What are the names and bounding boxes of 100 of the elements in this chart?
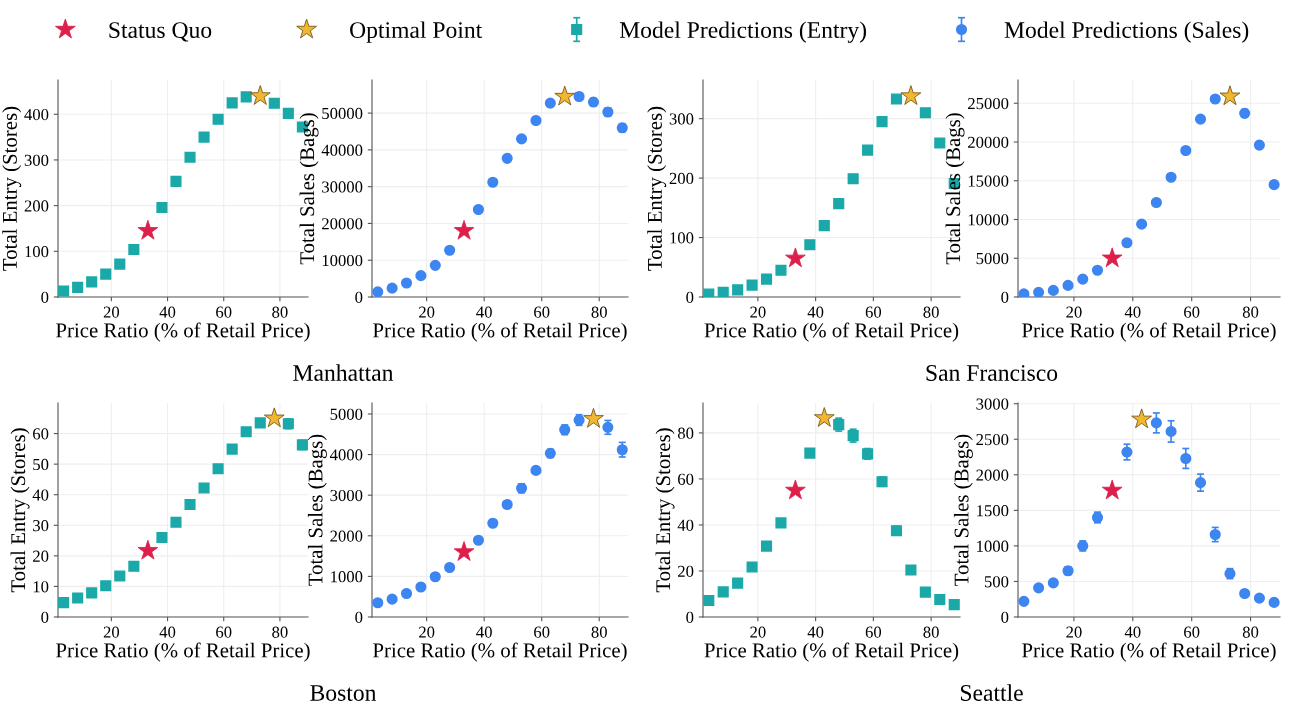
x-tick-label: 20	[1066, 306, 1082, 318]
y-tick-label: 10	[33, 581, 49, 593]
point	[170, 175, 182, 187]
y-tick-label: 60	[33, 428, 49, 440]
y-tick-label: 0	[41, 611, 49, 623]
y-tick-label: 1000	[977, 540, 1009, 552]
y-tick-label: 0	[686, 291, 694, 303]
point	[254, 417, 266, 429]
x-tick-label: 40	[807, 306, 824, 318]
legend-label: Model Predictions (Sales)	[1004, 21, 1249, 43]
x-tick-label: 80	[272, 306, 288, 318]
point	[72, 592, 84, 604]
point	[1180, 144, 1192, 157]
point	[703, 594, 715, 606]
point	[1018, 288, 1030, 297]
x-tick-label: 40	[476, 306, 492, 318]
x-tick-label: 60	[534, 626, 550, 638]
legend-label: Status Quo	[109, 22, 212, 42]
point	[212, 113, 224, 125]
point	[1194, 113, 1207, 125]
point	[516, 133, 528, 145]
point	[198, 482, 210, 494]
point	[58, 597, 70, 609]
point	[226, 443, 238, 455]
y-tick-label: 20	[678, 565, 694, 577]
x-tick-label: 40	[476, 626, 492, 638]
x-tick-label: 40	[159, 306, 176, 318]
point	[833, 198, 845, 210]
point	[72, 281, 84, 293]
y-tick-label: 100	[25, 246, 49, 258]
y-tick-label: 300	[24, 154, 49, 166]
point	[386, 282, 398, 294]
text: Boston	[310, 685, 377, 701]
point	[240, 91, 252, 103]
x-axis-title: Price Ratio (% of Retail Price)	[56, 642, 310, 662]
point	[444, 561, 456, 574]
point	[717, 586, 729, 598]
y-tick-label: 300	[669, 113, 694, 125]
point	[415, 581, 427, 593]
point	[487, 517, 499, 529]
point	[746, 279, 758, 291]
y-tick-label: 0	[1001, 611, 1009, 623]
point	[890, 93, 903, 105]
point	[170, 516, 182, 528]
x-tick-label: 40	[807, 626, 824, 638]
x-axis-title: Price Ratio (% of Retail Price)	[704, 322, 959, 342]
x-tick-label: 80	[1242, 626, 1259, 638]
x-tick-label: 20	[103, 626, 120, 638]
x-tick-label: 20	[750, 626, 766, 638]
y-tick-label: 0	[686, 611, 694, 623]
point	[919, 586, 931, 598]
y-axis-title: Total Entry (Stores)	[655, 428, 675, 593]
point	[746, 561, 758, 573]
y-tick-label: 20000	[968, 136, 1009, 148]
point	[732, 577, 744, 589]
y-tick-label: 10000	[968, 214, 1009, 226]
y-tick-label: 30000	[322, 181, 363, 193]
y-tick-label: 20000	[322, 218, 363, 230]
y-tick-label: 0	[355, 291, 363, 303]
x-tick-label: 80	[923, 306, 939, 318]
y-axis-title: Total Entry (Stores)	[10, 428, 30, 593]
point	[934, 137, 946, 149]
y-axis-title: Total Sales (Bags)	[307, 434, 327, 586]
x-tick-label: 80	[923, 626, 939, 638]
x-tick-label: 60	[216, 306, 232, 318]
point	[472, 534, 484, 546]
y-tick-label: 0	[1001, 291, 1009, 303]
x-axis-title: Price Ratio (% of Retail Price)	[373, 642, 627, 662]
point	[804, 239, 816, 251]
x-tick-label: 60	[865, 626, 882, 638]
point	[717, 286, 729, 297]
y-tick-label: 4000	[329, 449, 363, 461]
x-tick-label: 40	[1124, 626, 1141, 638]
point	[1194, 477, 1207, 489]
x-tick-label: 80	[272, 626, 288, 638]
point	[876, 116, 888, 128]
y-tick-label: 0	[355, 611, 363, 623]
point	[760, 540, 773, 552]
point	[198, 131, 210, 143]
point	[282, 107, 294, 119]
x-tick-label: 60	[1184, 306, 1200, 318]
y-tick-label: 5000	[976, 252, 1009, 265]
point	[1150, 417, 1162, 429]
y-tick-label: 100	[670, 232, 694, 244]
point	[429, 571, 441, 583]
x-axis-title: Price Ratio (% of Retail Price)	[1022, 642, 1276, 662]
point	[128, 243, 140, 256]
y-tick-label: 20	[33, 550, 49, 562]
point	[114, 258, 126, 270]
point	[1018, 595, 1030, 607]
y-tick-label: 30	[33, 519, 49, 532]
y-tick-label: 25000	[968, 97, 1009, 110]
text: Manhattan	[293, 364, 394, 381]
point	[240, 426, 252, 438]
x-tick-label: 60	[534, 306, 550, 318]
point	[775, 517, 787, 529]
x-tick-label: 40	[1124, 306, 1141, 318]
point	[400, 277, 413, 289]
point	[128, 560, 140, 572]
point	[760, 273, 773, 285]
